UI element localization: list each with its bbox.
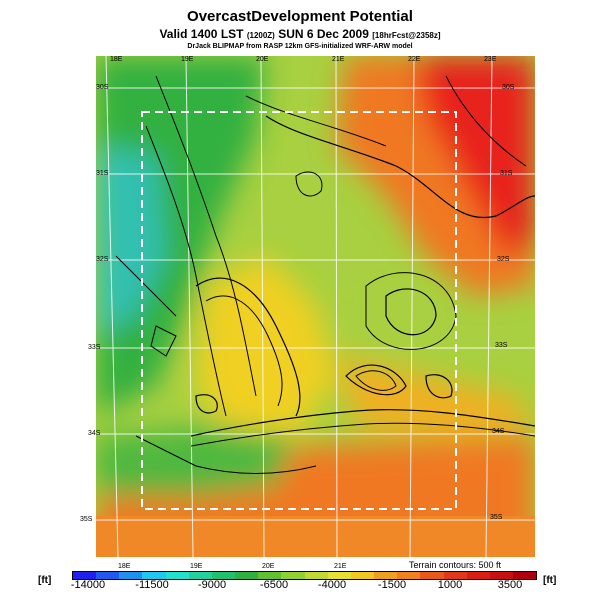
chart-title: OvercastDevelopment Potential [187,8,413,25]
colorbar-cell [304,572,328,579]
right-lat-label: 30S [502,84,515,91]
colorbar-cell [489,572,513,579]
terrain-contours [115,75,535,474]
color-field [96,56,535,557]
bottom-lon-label: 19E [190,563,203,570]
graticule [96,56,535,557]
colorbar-tick: -4000 [317,579,347,591]
colorbar-unit-left: [ft] [38,575,52,586]
colorbar-cell [281,572,305,579]
bottom-lon-label: 21E [334,563,347,570]
colorbar-tick: -11500 [135,579,169,591]
valid-date: SUN 6 Dec 2009 [278,27,369,41]
right-lat-label: 32S [497,256,510,263]
colorbar-cell [327,572,351,579]
map-canvas [96,56,535,557]
valid-prefix: Valid 1400 LST [159,27,244,41]
colorbar-cell [188,572,212,579]
colorbar-cell [235,572,259,579]
left-lat-label: 32S [96,256,109,263]
valid-time-line: Valid 1400 LST (1200Z) SUN 6 Dec 2009 [1… [0,27,600,41]
forecast-tag: [18hrFcst@2358z] [372,31,441,40]
top-lon-label: 22E [408,56,421,63]
top-lon-label: 20E [256,56,269,63]
left-lat-label: 35S [80,516,93,523]
top-lon-label: 19E [181,56,194,63]
colorbar-cell [142,572,166,579]
colorbar-tick: -14000 [70,579,106,591]
colorbar-tick: 1000 [437,579,463,591]
top-lon-label: 21E [332,56,345,63]
colorbar-tick: 3500 [497,579,523,591]
left-lat-label: 31S [96,170,109,177]
colorbar-tick: -6500 [259,579,289,591]
colorbar-unit-right: [ft] [543,575,557,586]
colorbar-cell [211,572,236,579]
valid-utc: (1200Z) [246,31,275,40]
right-lat-label: 33S [495,342,508,349]
colorbar-cell [374,572,398,579]
left-lat-label: 30S [96,84,109,91]
right-lat-label: 34S [492,428,505,435]
bottom-lon-label: 20E [262,563,275,570]
forecast-map [96,56,535,557]
top-lon-label: 18E [110,56,123,63]
inner-domain-boundary [141,111,457,510]
colorbar-tick: -9000 [197,579,227,591]
left-lat-label: 34S [88,430,101,437]
colorbar-cell [119,572,143,579]
right-lat-label: 31S [500,170,513,177]
bottom-lon-label: 18E [118,563,131,570]
colorbar-cell [73,572,97,579]
colorbar [72,571,537,580]
top-lon-label: 23E [484,56,497,63]
left-lat-label: 33S [88,344,101,351]
colorbar-cell [397,572,421,579]
colorbar-cell [466,572,490,579]
terrain-contours-note: Terrain contours: 500 ft [405,560,504,570]
colorbar-cell [512,572,537,579]
colorbar-cell [165,572,189,579]
colorbar-cell [258,572,282,579]
colorbar-cell [96,572,120,579]
colorbar-cell [350,572,375,579]
model-credit: DrJack BLIPMAP from RASP 12km GFS-initia… [187,43,413,50]
colorbar-cell [420,572,444,579]
right-lat-label: 35S [490,514,503,521]
colorbar-tick: -1500 [377,579,407,591]
colorbar-cell [443,572,467,579]
